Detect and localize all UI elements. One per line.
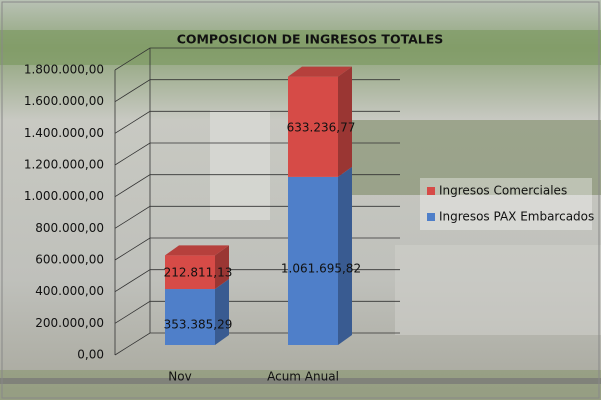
- y-tick-label: 1.200.000,00: [24, 158, 104, 172]
- y-tick-label: 1.000.000,00: [24, 189, 104, 203]
- y-tick-label: 600.000,00: [35, 253, 104, 267]
- y-tick-label: 1.400.000,00: [24, 126, 104, 140]
- bar-side: [338, 167, 352, 345]
- data-label: 212.811,13: [164, 266, 233, 280]
- x-tick-label: Nov: [168, 370, 191, 384]
- legend-label: Ingresos Comerciales: [439, 184, 567, 198]
- chart-title: COMPOSICION DE INGRESOS TOTALES: [177, 32, 444, 47]
- legend-swatch: [427, 187, 435, 195]
- legend-swatch: [427, 213, 435, 221]
- y-tick-label: 800.000,00: [35, 221, 104, 235]
- legend: Ingresos Comerciales Ingresos PAX Embarca…: [420, 178, 594, 230]
- legend-label: Ingresos PAX Embarcados: [439, 210, 594, 224]
- data-label: 353.385,29: [164, 318, 233, 332]
- data-label: 1.061.695,82: [281, 261, 361, 275]
- bar-side: [215, 279, 229, 345]
- y-tick-label: 1.600.000,00: [24, 94, 104, 108]
- y-tick-label: 400.000,00: [35, 284, 104, 298]
- data-label: 633.236,77: [287, 120, 356, 134]
- y-tick-label: 200.000,00: [35, 316, 104, 330]
- chart: COMPOSICION DE INGRESOS TOTALES Ingresos…: [0, 0, 601, 400]
- x-tick-label: Acum Anual: [267, 370, 339, 384]
- y-tick-label: 1.800.000,00: [24, 63, 104, 77]
- y-tick-label: 0,00: [77, 348, 104, 362]
